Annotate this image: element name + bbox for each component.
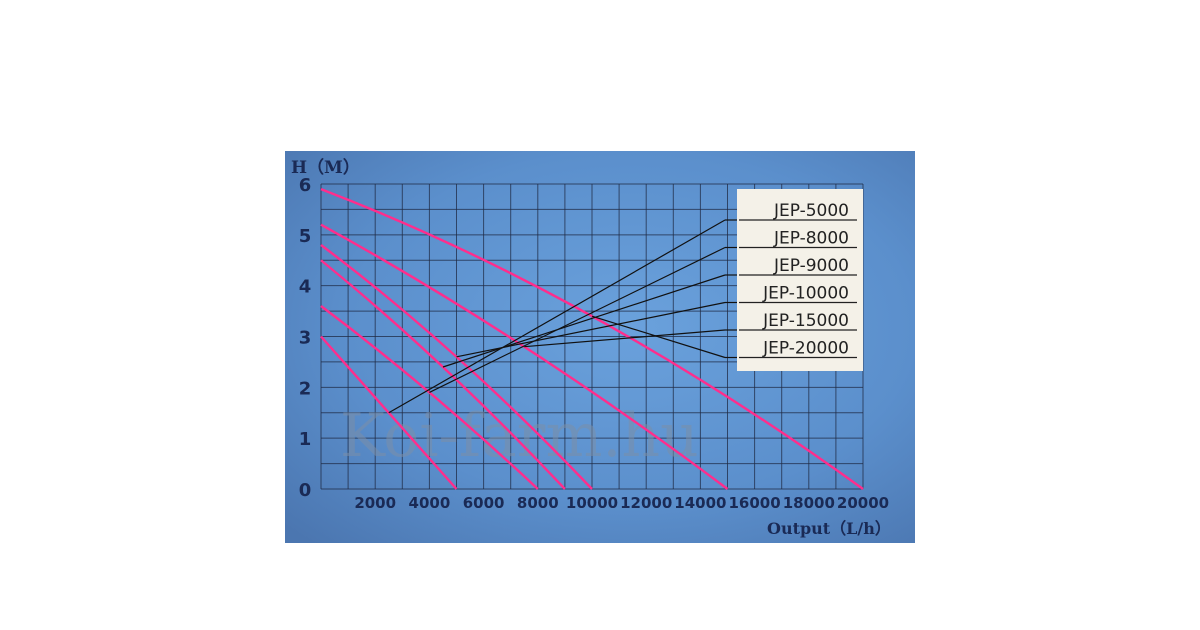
- pump-curve-chart: Koi-farm.hu JEP-5000 JEP-8000 JEP-9000 JEP-…: [285, 151, 915, 543]
- y-tick-label: 1: [299, 429, 312, 450]
- x-tick-label: 6000: [463, 494, 505, 512]
- x-axis-title: Output（L/h）: [767, 519, 891, 538]
- y-tick-label: 0: [299, 480, 312, 501]
- y-tick-label: 3: [299, 328, 312, 349]
- x-tick-label: 20000: [837, 494, 889, 512]
- x-tick-label: 12000: [620, 494, 672, 512]
- x-tick-label: 8000: [517, 494, 559, 512]
- y-tick-label: 6: [299, 175, 312, 196]
- x-tick-label: 4000: [409, 494, 451, 512]
- y-tick-label: 2: [299, 378, 312, 399]
- y-tick-label: 4: [299, 277, 312, 298]
- legend-label: JEP-9000: [773, 256, 849, 276]
- legend-label: JEP-15000: [762, 311, 849, 331]
- y-tick-label: 5: [299, 226, 312, 247]
- chart-photo: Koi-farm.hu JEP-5000 JEP-8000 JEP-9000 JEP-…: [285, 151, 915, 543]
- legend-label: JEP-10000: [762, 284, 849, 304]
- watermark-text: Koi-farm.hu: [340, 401, 699, 471]
- legend-label: JEP-20000: [762, 339, 849, 359]
- x-tick-label: 2000: [354, 494, 396, 512]
- legend-label: JEP-5000: [773, 201, 849, 221]
- y-axis-title: H（M）: [291, 157, 360, 178]
- x-tick-label: 16000: [729, 494, 781, 512]
- legend-label: JEP-8000: [773, 229, 849, 249]
- x-tick-label: 14000: [674, 494, 726, 512]
- x-tick-label: 18000: [783, 494, 835, 512]
- x-tick-label: 10000: [566, 494, 618, 512]
